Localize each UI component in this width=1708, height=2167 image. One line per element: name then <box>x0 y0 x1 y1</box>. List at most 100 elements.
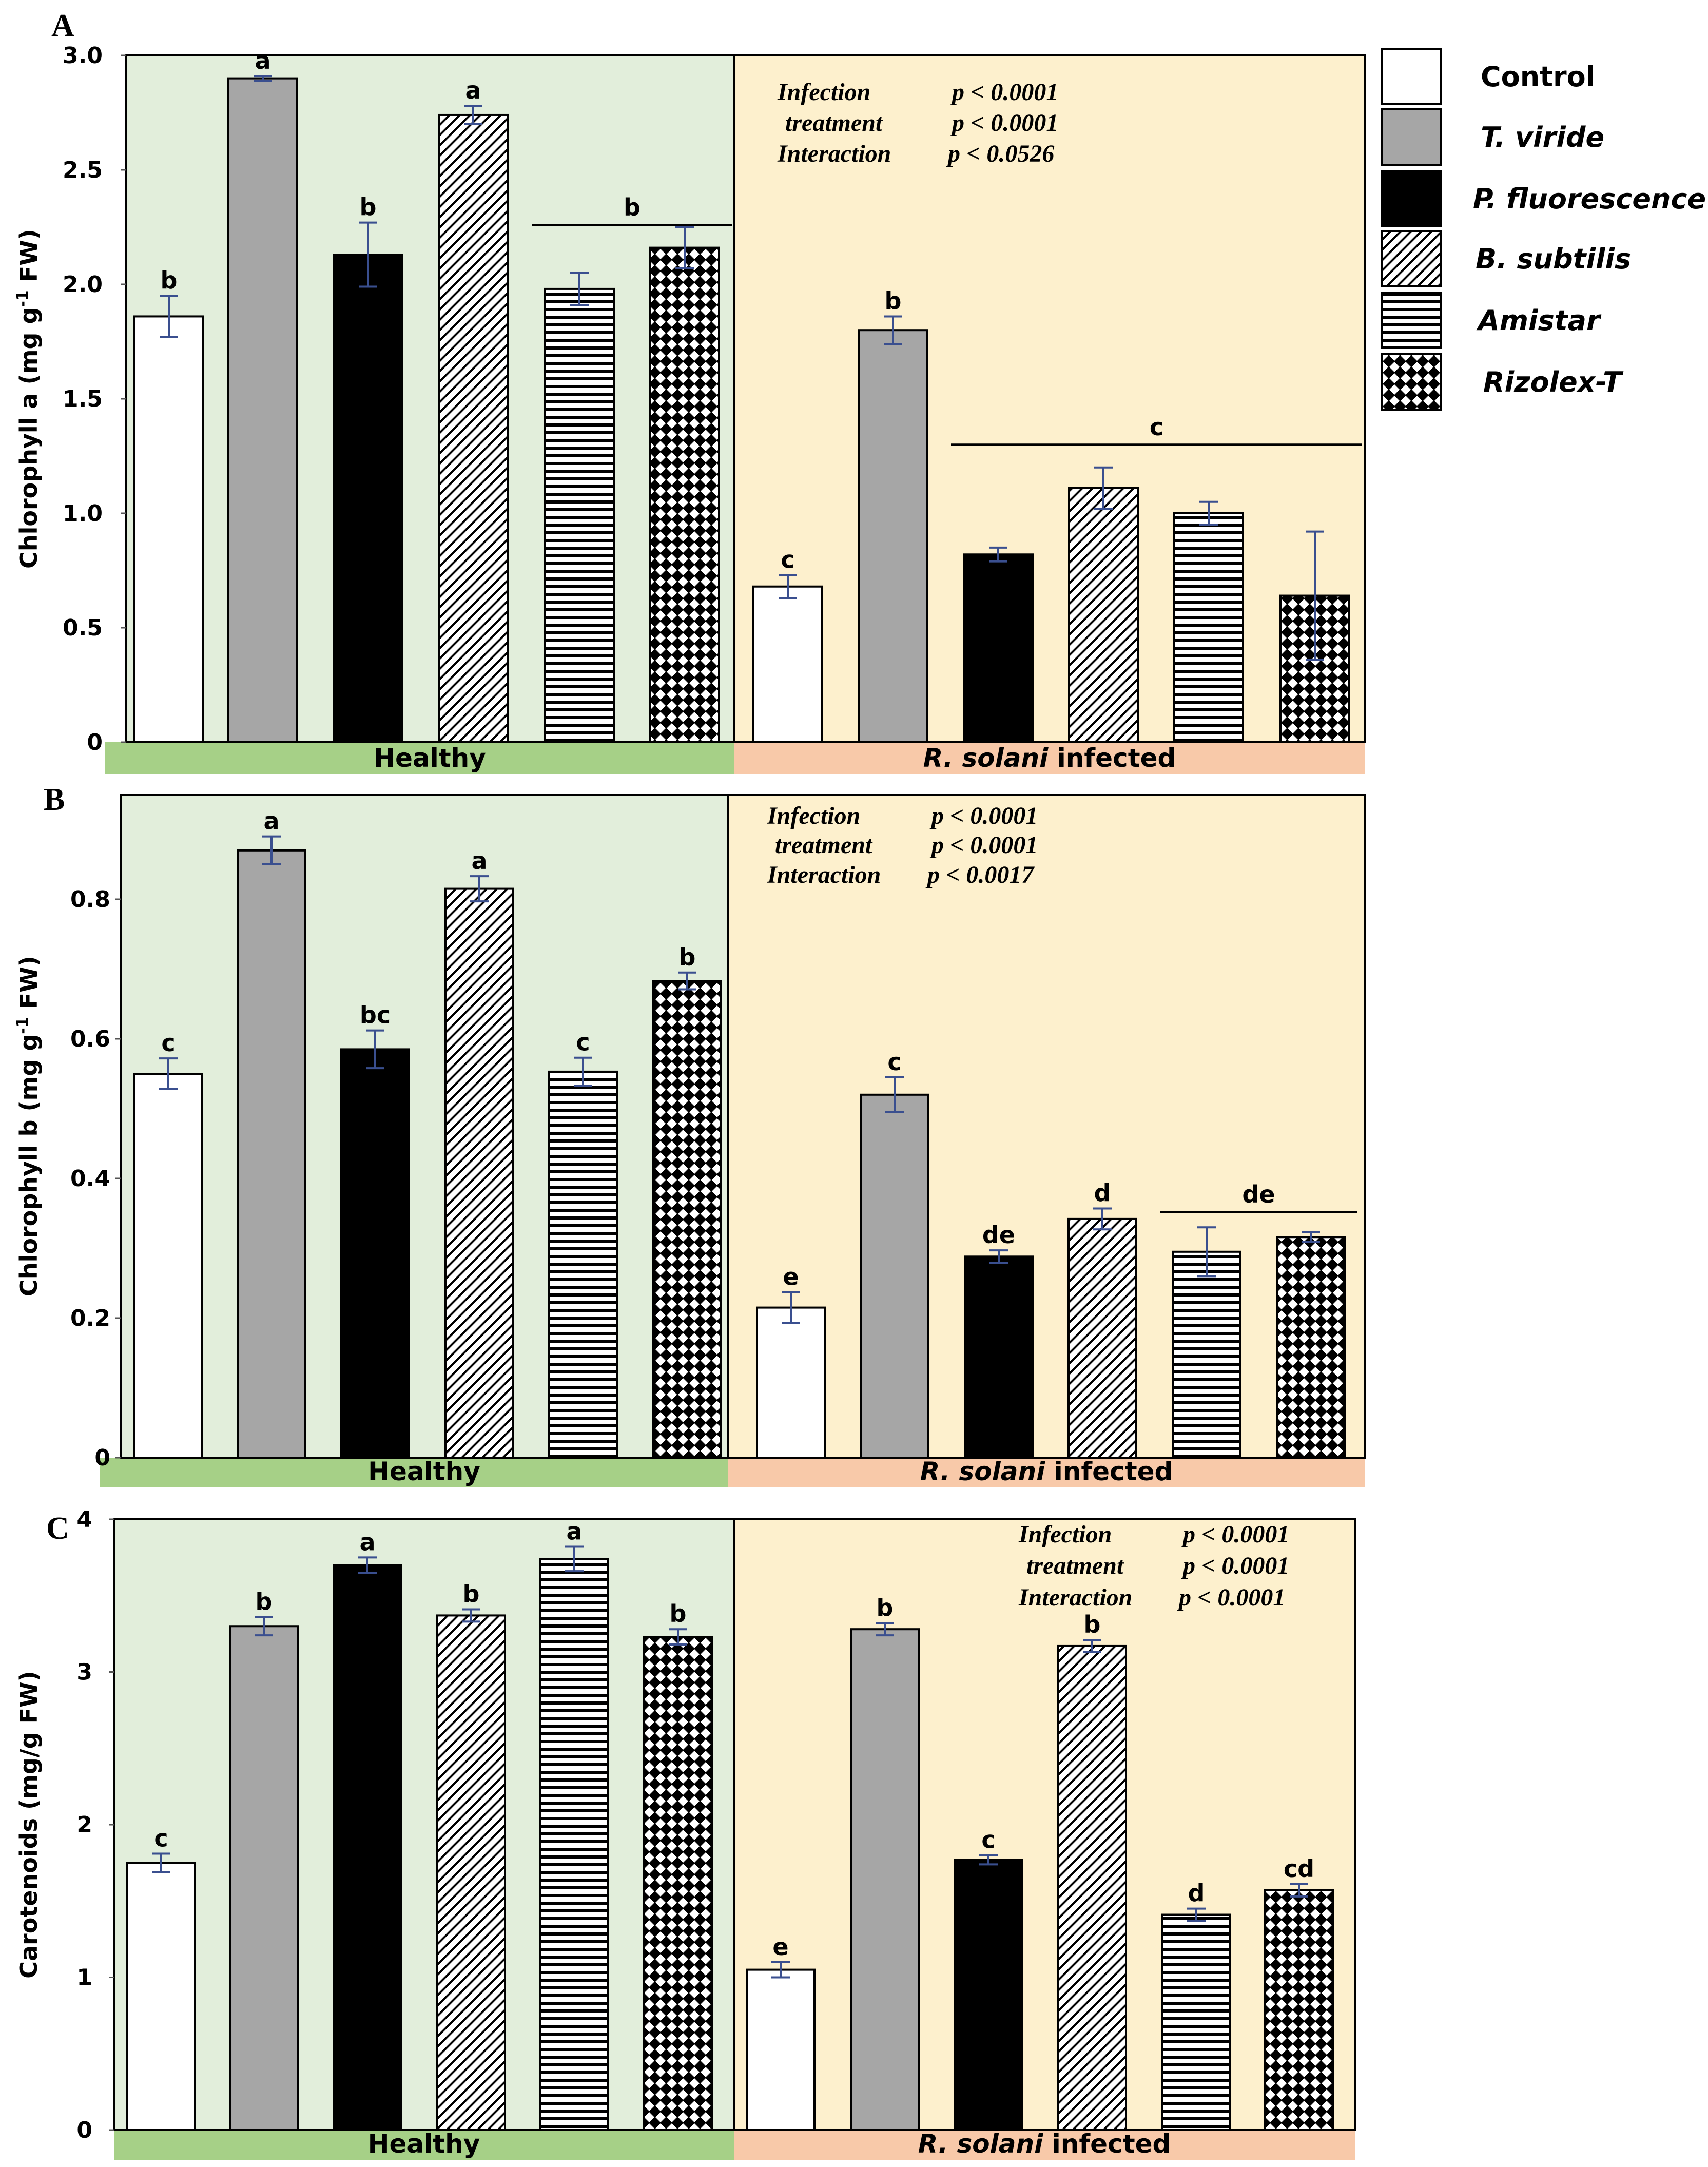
group-band-healthy <box>100 1458 728 1487</box>
bar <box>752 585 823 743</box>
error-bar <box>989 546 1007 563</box>
group-band-healthy <box>114 2130 734 2160</box>
y-tick-label: 2 <box>76 1812 92 1838</box>
legend-label: Amistar <box>1476 304 1602 337</box>
y-axis-label: Chlorophyll a (mg g-1 FW) <box>14 229 43 569</box>
infected-background <box>734 1519 1355 2130</box>
error-bar <box>254 75 272 82</box>
significance-letter: b <box>256 1588 273 1615</box>
stat-term: Interaction <box>1018 1584 1132 1611</box>
stat-term: treatment <box>775 831 873 859</box>
significance-letter: c <box>576 1029 590 1056</box>
error-bar <box>464 105 482 125</box>
y-tick-label: 2.5 <box>63 157 103 183</box>
significance-letter: bc <box>360 1001 391 1029</box>
legend-swatch <box>1381 292 1442 349</box>
error-bar <box>462 1608 480 1623</box>
significance-letter: a <box>471 847 487 875</box>
significance-letter: a <box>263 807 279 835</box>
error-bar <box>678 971 696 991</box>
legend-label: T. viride <box>1481 121 1604 153</box>
error-bar <box>979 1854 998 1866</box>
stat-term: Interaction <box>767 861 881 888</box>
significance-letter: b <box>877 1594 894 1621</box>
legend-label: P. fluorescence <box>1473 183 1706 215</box>
panel-letter: C <box>46 1511 69 1546</box>
stat-p-value: p < 0.0017 <box>925 861 1035 888</box>
group-band-healthy <box>105 742 734 774</box>
group-significance-letter: c <box>1150 413 1163 441</box>
legend-item: T. viride <box>1381 108 1604 166</box>
error-bar <box>1302 1231 1320 1243</box>
y-tick-label: 3.0 <box>63 43 103 69</box>
significance-letter: d <box>1094 1179 1111 1207</box>
bar <box>1068 487 1139 743</box>
bar <box>333 1564 402 2131</box>
legend-item: B. subtilis <box>1381 230 1631 287</box>
y-tick-label: 4 <box>76 1506 92 1533</box>
error-bar <box>669 1628 687 1646</box>
stat-p-value: p < 0.0001 <box>1181 1552 1289 1579</box>
legend-label: Control <box>1481 61 1595 93</box>
error-bar <box>565 1545 584 1573</box>
stat-term: Interaction <box>777 140 891 167</box>
bar <box>1264 1889 1334 2132</box>
legend-item: Amistar <box>1381 292 1602 349</box>
error-bar <box>160 295 178 338</box>
significance-letter: b <box>463 1580 480 1608</box>
significance-letter: b <box>885 287 902 315</box>
bar <box>756 1306 826 1459</box>
error-bar <box>358 1556 377 1574</box>
significance-letter: a <box>465 76 481 104</box>
legend-item: P. fluorescence <box>1381 170 1706 227</box>
legend-swatch <box>1381 230 1442 287</box>
panel-c: Healthy R. solani infected 0 1 2 3 4 Carotenoid… <box>15 1506 1356 2160</box>
bar <box>1173 512 1244 743</box>
error-bar <box>359 221 377 288</box>
group-band-infected <box>734 742 1365 774</box>
panel-letter: B <box>44 782 65 817</box>
bar <box>652 980 722 1459</box>
bar <box>126 1862 196 2131</box>
error-bar <box>1187 1907 1206 1922</box>
healthy-background <box>126 55 734 742</box>
bar <box>539 1558 609 2132</box>
healthy-background <box>121 795 728 1458</box>
legend-label: B. subtilis <box>1476 243 1631 275</box>
stat-term: Infection <box>777 79 870 106</box>
y-tick-label: 0.5 <box>63 615 103 641</box>
error-bar <box>989 1249 1008 1264</box>
bar <box>746 1968 816 2131</box>
bar <box>444 887 514 1459</box>
bar <box>133 1073 203 1459</box>
y-tick-label: 1.5 <box>63 386 103 412</box>
stat-p-value: p < 0.0526 <box>946 140 1054 167</box>
panel-b: Healthy R. solani infected 0 0.2 0.4 0.6 0.8 Ch… <box>14 782 1366 1487</box>
bar <box>858 329 928 743</box>
bar <box>850 1628 920 2131</box>
stat-p-value: p < 0.0001 <box>950 79 1058 106</box>
error-bar <box>885 1076 904 1113</box>
bar <box>643 1636 713 2131</box>
stat-p-value: p < 0.0001 <box>1177 1584 1285 1611</box>
y-tick-label: 0.2 <box>70 1305 110 1331</box>
error-bar <box>1094 466 1113 510</box>
group-label-infected: R. solani infected <box>920 1457 1173 1486</box>
error-bar <box>1083 1639 1101 1653</box>
bar <box>544 287 615 743</box>
panel-letter: A <box>51 8 74 43</box>
group-label-healthy: Healthy <box>368 1457 480 1486</box>
group-label-infected: R. solani infected <box>923 743 1176 773</box>
bar <box>333 254 403 743</box>
significance-letter: b <box>161 266 178 294</box>
significance-letter: c <box>161 1029 175 1057</box>
bar <box>1068 1217 1137 1459</box>
significance-letter: b <box>360 194 377 221</box>
infected-background <box>734 55 1365 742</box>
significance-letter: de <box>982 1221 1015 1249</box>
legend-item: Control <box>1381 48 1595 105</box>
group-significance-letter: de <box>1242 1181 1275 1208</box>
group-band-infected <box>734 2130 1355 2160</box>
legend-swatch <box>1381 108 1442 166</box>
